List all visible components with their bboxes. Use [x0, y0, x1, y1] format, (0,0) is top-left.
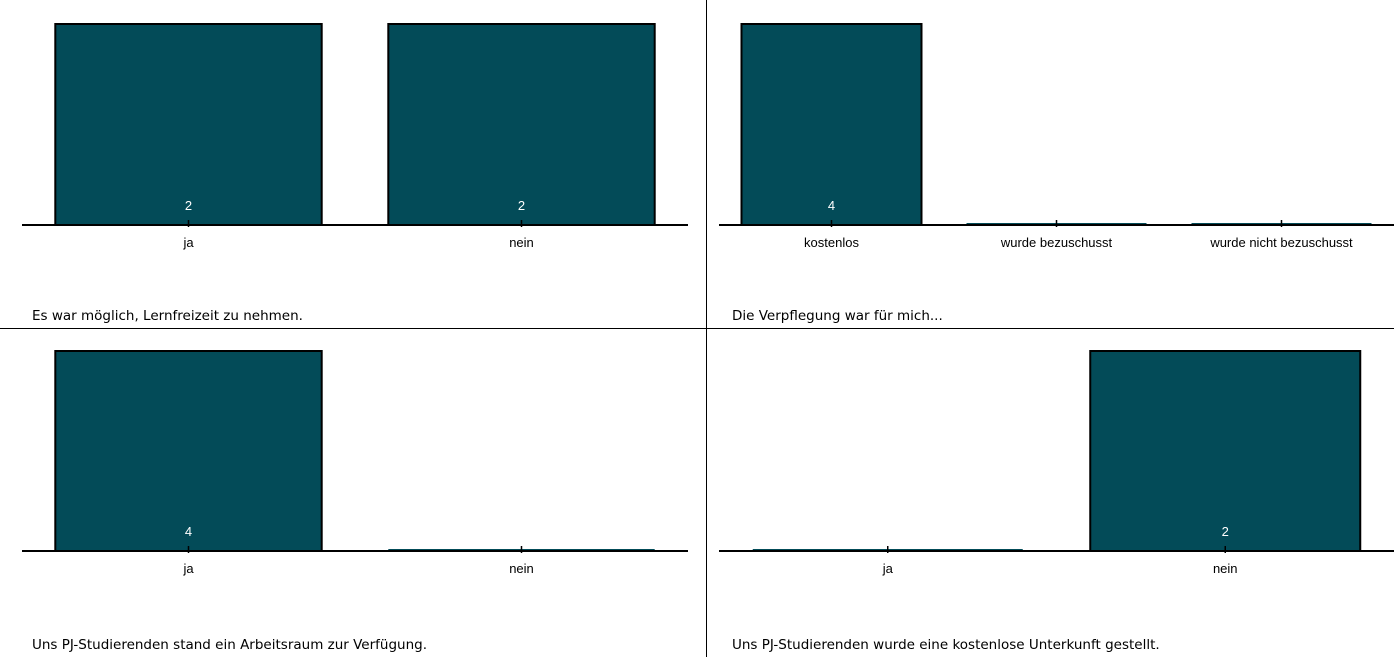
chart-panel-arbeitsraum: 4 ja nein Uns PJ-Studierenden stand ein Ar… — [0, 329, 697, 657]
bar-0 — [54, 23, 323, 226]
chart-panel-lernfreizeit: 2 ja 2 nein Es war möglich, Lernfreizeit zu… — [0, 0, 697, 328]
chart-caption: Uns PJ-Studierenden stand ein Arbeitsrau… — [32, 637, 428, 653]
bar-chart-unterkunft: ja 2 nein — [719, 350, 1394, 576]
x-tick-label: kostenlos — [804, 235, 859, 250]
bar-chart-lernfreizeit: 2 ja 2 nein — [22, 23, 688, 250]
chart-caption: Es war möglich, Lernfreizeit zu nehmen. — [32, 308, 303, 324]
x-tick-label: nein — [1213, 561, 1238, 576]
bar-0 — [740, 23, 923, 226]
panel-divider-horizontal — [0, 328, 1394, 329]
chart-panel-unterkunft: ja 2 nein Uns PJ-Studierenden wurde eine k… — [706, 329, 1394, 657]
x-tick-label: wurde nicht bezuschusst — [1209, 235, 1353, 250]
bar-value-label: 4 — [185, 524, 192, 539]
bar-chart-verpflegung: 4 kostenlos wurde bezuschusst wurde nicht b… — [719, 23, 1394, 250]
bar-value-label: 2 — [1222, 524, 1229, 539]
x-tick-label: wurde bezuschusst — [1000, 235, 1113, 250]
chart-panel-verpflegung: 4 kostenlos wurde bezuschusst wurde nicht b… — [706, 0, 1394, 328]
bar-1 — [1089, 350, 1362, 552]
bar-value-label: 2 — [185, 198, 192, 213]
bar-chart-arbeitsraum: 4 ja nein — [22, 350, 688, 576]
bar-value-label: 2 — [518, 198, 525, 213]
chart-caption: Die Verpflegung war für mich... — [732, 308, 943, 324]
x-tick-label: ja — [182, 235, 194, 250]
bar-value-label: 4 — [828, 198, 835, 213]
x-tick-label: ja — [182, 561, 194, 576]
x-tick-label: nein — [509, 235, 534, 250]
bar-1 — [387, 23, 656, 226]
chart-caption: Uns PJ-Studierenden wurde eine kostenlos… — [732, 637, 1160, 653]
x-tick-label: nein — [509, 561, 534, 576]
x-tick-label: ja — [882, 561, 894, 576]
bar-0 — [54, 350, 323, 552]
